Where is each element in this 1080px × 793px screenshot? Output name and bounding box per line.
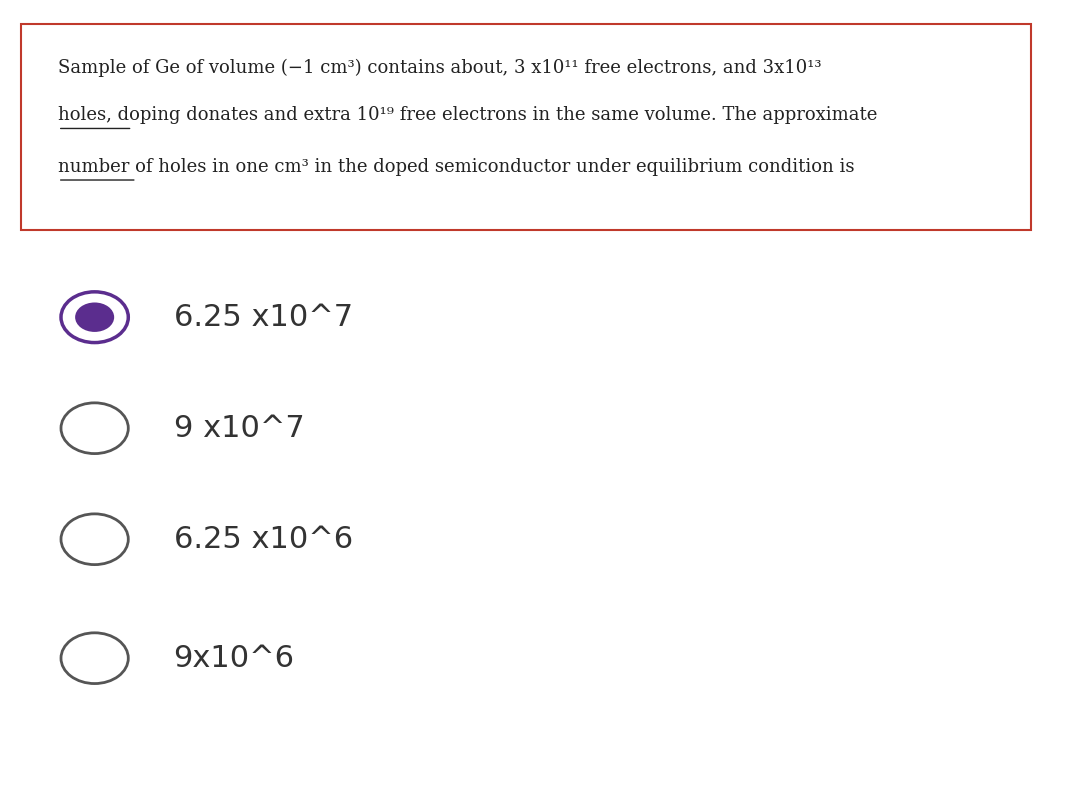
Text: 9x10^6: 9x10^6	[174, 644, 295, 672]
Circle shape	[76, 302, 114, 332]
Text: 6.25 x10^7: 6.25 x10^7	[174, 303, 353, 331]
FancyBboxPatch shape	[21, 24, 1030, 230]
Text: 6.25 x10^6: 6.25 x10^6	[174, 525, 353, 554]
Text: Sample of Ge of volume (−1 cm³) contains about, 3 x10¹¹ free electrons, and 3x10: Sample of Ge of volume (−1 cm³) contains…	[58, 58, 821, 77]
Text: 9 x10^7: 9 x10^7	[174, 414, 305, 442]
Text: number of holes in one cm³ in the doped semiconductor under equilibrium conditio: number of holes in one cm³ in the doped …	[58, 158, 854, 175]
Text: holes, doping donates and extra 10¹⁹ free electrons in the same volume. The appr: holes, doping donates and extra 10¹⁹ fre…	[58, 106, 877, 124]
